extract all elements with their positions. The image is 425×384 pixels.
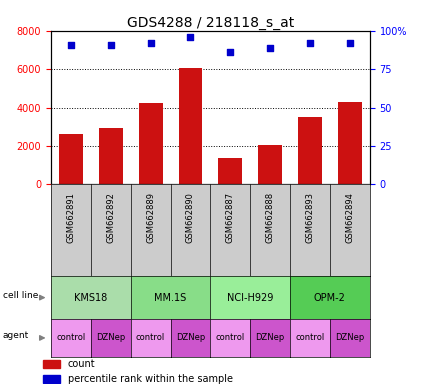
Text: OPM-2: OPM-2: [314, 293, 346, 303]
Text: GSM662892: GSM662892: [106, 192, 115, 243]
Bar: [99, 127, 123, 184]
Text: DZNep: DZNep: [96, 333, 125, 343]
Text: NCI-H929: NCI-H929: [227, 293, 273, 303]
Bar: [298, 117, 322, 184]
Bar: [42, 360, 60, 368]
Text: control: control: [56, 333, 85, 343]
Point: [68, 41, 74, 48]
Text: percentile rank within the sample: percentile rank within the sample: [68, 374, 233, 384]
Point: [267, 45, 274, 51]
Point: [306, 40, 313, 46]
Bar: [258, 145, 282, 184]
Point: [187, 34, 194, 40]
Text: GSM662893: GSM662893: [306, 192, 314, 243]
Text: GSM662891: GSM662891: [66, 192, 75, 243]
Text: agent: agent: [3, 331, 29, 341]
Text: cell line: cell line: [3, 291, 38, 300]
Text: control: control: [136, 333, 165, 343]
Point: [346, 40, 353, 46]
Text: GSM662887: GSM662887: [226, 192, 235, 243]
Text: KMS18: KMS18: [74, 293, 108, 303]
Text: GSM662894: GSM662894: [346, 192, 354, 243]
Point: [227, 49, 234, 55]
Text: MM.1S: MM.1S: [154, 293, 187, 303]
Bar: [59, 134, 83, 184]
Text: DZNep: DZNep: [335, 333, 365, 343]
Bar: [218, 158, 242, 184]
Text: control: control: [295, 333, 325, 343]
Bar: [178, 68, 202, 184]
Text: GSM662890: GSM662890: [186, 192, 195, 243]
Point: [147, 40, 154, 46]
Bar: [42, 375, 60, 382]
Text: DZNep: DZNep: [255, 333, 285, 343]
Text: GSM662888: GSM662888: [266, 192, 275, 243]
Point: [108, 41, 114, 48]
Text: GSM662889: GSM662889: [146, 192, 155, 243]
Text: control: control: [215, 333, 245, 343]
Bar: [338, 102, 362, 184]
Title: GDS4288 / 218118_s_at: GDS4288 / 218118_s_at: [127, 16, 294, 30]
Text: count: count: [68, 359, 96, 369]
Bar: [139, 103, 162, 184]
Text: DZNep: DZNep: [176, 333, 205, 343]
